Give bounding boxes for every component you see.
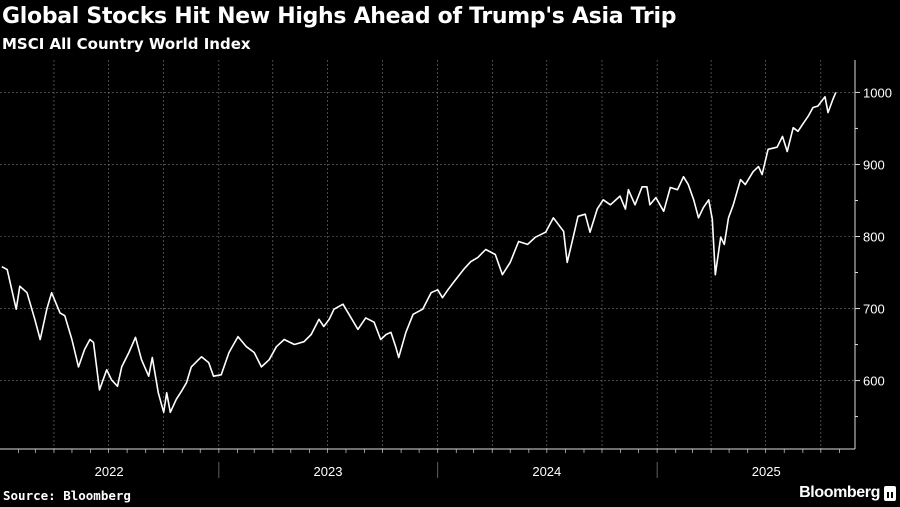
bloomberg-terminal-icon [884, 485, 896, 501]
y-tick-label: 800 [863, 229, 885, 244]
bloomberg-logo: Bloomberg [799, 484, 896, 502]
y-tick-label: 1000 [863, 85, 892, 100]
x-tick-label: 2025 [752, 464, 781, 479]
msci-acwi-line [1, 92, 837, 414]
chart-subtitle: MSCI All Country World Index [2, 35, 251, 53]
y-tick-label: 700 [863, 302, 885, 317]
y-tick-label: 600 [863, 374, 885, 389]
source-note: Source: Bloomberg [3, 488, 131, 503]
x-tick-label: 2024 [532, 464, 561, 479]
chart-title: Global Stocks Hit New Highs Ahead of Tru… [2, 4, 677, 29]
x-tick-label: 2022 [95, 464, 124, 479]
brand-name: Bloomberg [799, 484, 880, 501]
x-tick-label: 2023 [314, 464, 343, 479]
y-tick-label: 900 [863, 157, 885, 172]
